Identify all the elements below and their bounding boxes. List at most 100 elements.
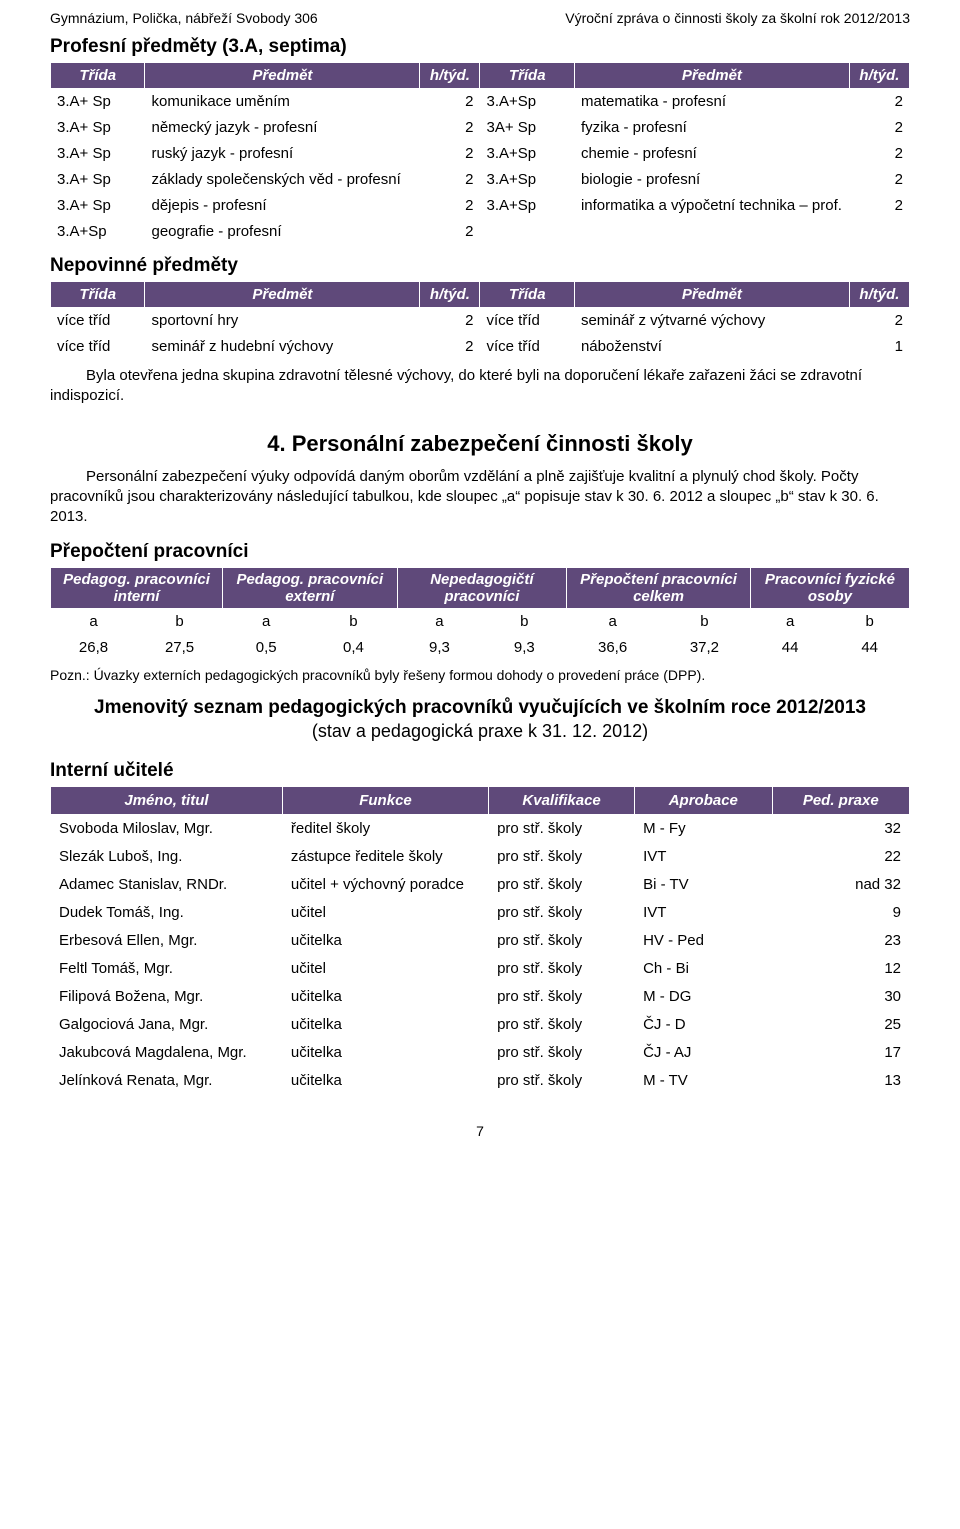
cell-value: 0,5 [223,635,310,661]
cell-predmet: sportovní hry [145,308,420,334]
cell-jmeno: Dudek Tomáš, Ing. [51,899,283,927]
cell-funkce: učitel + výchovný poradce [282,871,488,899]
cell-kval: pro stř. školy [489,1011,635,1039]
sub-header: a [397,609,482,635]
page-number: 7 [50,1123,910,1139]
cell-value: 9,3 [397,635,482,661]
table-row: Jelínková Renata, Mgr.učitelkapro stř. š… [51,1067,910,1095]
cell-trida: 3.A+Sp [51,219,145,245]
table-row: Svoboda Miloslav, Mgr.ředitel školypro s… [51,815,910,843]
section-4-paragraph: Personální zabezpečení výuky odpovídá da… [50,467,910,528]
table-row: Adamec Stanislav, RNDr.učitel + výchovný… [51,871,910,899]
cell-funkce: učitelka [282,1039,488,1067]
cell-apr: M - Fy [635,815,772,843]
cell-funkce: učitel [282,899,488,927]
sub-header: a [223,609,310,635]
th-trida: Třída [480,282,574,308]
cell-kval: pro stř. školy [489,815,635,843]
nepov-table: Třída Předmět h/týd. Třída Předmět h/týd… [50,281,910,360]
cell-kval: pro stř. školy [489,871,635,899]
nepov-title: Nepovinné předměty [50,255,910,277]
cell-predmet: biologie - profesní [574,167,849,193]
cell-predmet: seminář z výtvarné výchovy [574,308,849,334]
running-header: Gymnázium, Polička, nábřeží Svobody 306 … [50,10,910,26]
table-row: 3.A+ Spněmecký jazyk - profesní23A+ Spfy… [51,115,910,141]
cell-value: 0,4 [310,635,397,661]
cell-trida: 3.A+ Sp [51,141,145,167]
header-right: Výroční zpráva o činnosti školy za školn… [565,10,910,26]
cell-trida: 3.A+Sp [480,89,574,115]
cell-jmeno: Galgociová Jana, Mgr. [51,1011,283,1039]
th-htyd: h/týd. [849,63,909,89]
cell-apr: IVT [635,843,772,871]
cell-trida: více tříd [480,308,574,334]
header-left: Gymnázium, Polička, nábřeží Svobody 306 [50,10,318,26]
cell-trida: více tříd [51,308,145,334]
cell-htyd: 2 [420,115,480,141]
cell-trida: 3A+ Sp [480,115,574,141]
table-row: Jakubcová Magdalena, Mgr.učitelkapro stř… [51,1039,910,1067]
th-group: Nepedagogičtí pracovníci [397,568,567,609]
cell-htyd: 2 [849,167,909,193]
cell-trida [480,219,574,245]
th-predmet: Předmět [145,282,420,308]
cell-kval: pro stř. školy [489,1039,635,1067]
table-row: 3.A+ Spzáklady společenských věd - profe… [51,167,910,193]
th-predmet: Předmět [145,63,420,89]
cell-trida: 3.A+ Sp [51,167,145,193]
cell-kval: pro stř. školy [489,983,635,1011]
cell-predmet [574,219,849,245]
table-row: více třídsportovní hry2více třídseminář … [51,308,910,334]
cell-apr: ČJ - D [635,1011,772,1039]
th-htyd: h/týd. [420,282,480,308]
cell-praxe: 22 [772,843,909,871]
cell-htyd: 2 [849,115,909,141]
profesni-title: Profesní předměty (3.A, septima) [50,36,910,58]
cell-htyd: 2 [420,193,480,219]
th-trida: Třída [51,282,145,308]
cell-praxe: 23 [772,927,909,955]
cell-trida: 3.A+Sp [480,167,574,193]
cell-praxe: 17 [772,1039,909,1067]
cell-funkce: učitelka [282,983,488,1011]
cell-predmet: ruský jazyk - profesní [145,141,420,167]
cell-funkce: učitel [282,955,488,983]
cell-praxe: 12 [772,955,909,983]
cell-value: 26,8 [51,635,137,661]
cell-predmet: náboženství [574,334,849,360]
cell-trida: 3.A+ Sp [51,89,145,115]
th-praxe: Ped. praxe [772,787,909,815]
cell-htyd: 2 [849,141,909,167]
cell-jmeno: Slezák Luboš, Ing. [51,843,283,871]
th-htyd: h/týd. [849,282,909,308]
cell-apr: IVT [635,899,772,927]
sub-header: b [659,609,751,635]
cell-praxe: 9 [772,899,909,927]
cell-value: 36,6 [567,635,659,661]
th-group: Pedagog. pracovníci externí [223,568,398,609]
th-group: Pracovníci fyzické osoby [750,568,909,609]
table-row: Slezák Luboš, Ing.zástupce ředitele škol… [51,843,910,871]
cell-praxe: nad 32 [772,871,909,899]
cell-predmet: fyzika - profesní [574,115,849,141]
cell-htyd [849,219,909,245]
cell-value: 44 [750,635,830,661]
th-group: Pedagog. pracovníci interní [51,568,223,609]
cell-trida: 3.A+Sp [480,193,574,219]
profesni-table: Třída Předmět h/týd. Třída Předmět h/týd… [50,62,910,245]
cell-trida: 3.A+Sp [480,141,574,167]
cell-funkce: učitelka [282,927,488,955]
table-row: 3.A+ Spdějepis - profesní23.A+Spinformat… [51,193,910,219]
cell-kval: pro stř. školy [489,899,635,927]
th-group: Přepočtení pracovníci celkem [567,568,751,609]
table-row: 3.A+ Spkomunikace uměním23.A+Spmatematik… [51,89,910,115]
cell-apr: M - TV [635,1067,772,1095]
page: Gymnázium, Polička, nábřeží Svobody 306 … [0,0,960,1179]
cell-jmeno: Adamec Stanislav, RNDr. [51,871,283,899]
sub-header: a [51,609,137,635]
cell-jmeno: Jakubcová Magdalena, Mgr. [51,1039,283,1067]
cell-jmeno: Filipová Božena, Mgr. [51,983,283,1011]
cell-htyd: 2 [849,89,909,115]
cell-trida: 3.A+ Sp [51,193,145,219]
cell-predmet: komunikace uměním [145,89,420,115]
